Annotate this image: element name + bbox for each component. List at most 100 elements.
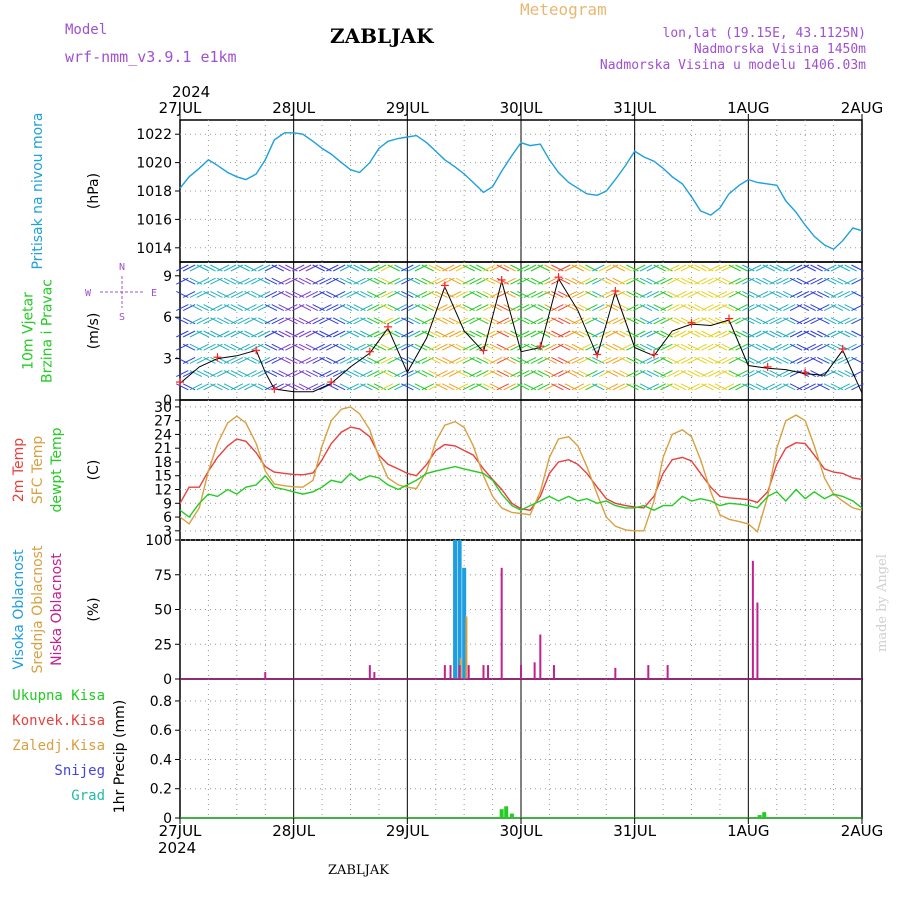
y-tick-label: 1022 — [136, 127, 172, 143]
wind-barb — [332, 370, 346, 378]
wind-barb — [742, 304, 755, 312]
wind-barb — [469, 370, 482, 378]
wind-barb — [605, 343, 619, 351]
wind-barb — [762, 383, 776, 391]
wind-barb — [367, 277, 380, 285]
wind-barb — [789, 290, 803, 298]
wind-barb — [810, 356, 823, 364]
y-axis-unit: (hPa) — [86, 173, 102, 209]
series-line-temp2m — [179, 426, 863, 511]
wind-barb — [605, 317, 619, 325]
wind-barb — [414, 330, 428, 338]
wind-barb — [598, 370, 612, 378]
wind-barb — [291, 317, 305, 325]
year-bottom: 2024 — [158, 839, 196, 857]
wind-barb — [551, 370, 564, 378]
wind-barb — [346, 356, 359, 364]
wind-barb — [639, 317, 653, 325]
wind-barb — [455, 330, 469, 338]
wind-barb — [319, 330, 332, 338]
wind-barb — [319, 343, 332, 351]
wind-barb — [482, 370, 496, 378]
wind-barb — [448, 277, 462, 285]
wind-barb — [489, 383, 503, 391]
wind-barb — [673, 277, 687, 285]
wind-barb — [612, 290, 625, 298]
wind-barb — [380, 383, 394, 391]
precip-legend-label: Konvek.Kisa — [12, 713, 105, 729]
wind-barb — [523, 277, 537, 285]
wind-barb — [353, 343, 366, 351]
wind-barb — [646, 290, 660, 298]
wind-barb — [251, 383, 264, 391]
wind-barb — [803, 290, 816, 298]
wind-barb — [244, 370, 257, 378]
wind-barb — [701, 356, 714, 364]
wind-barb — [667, 264, 680, 272]
wind-barb — [469, 277, 482, 285]
wind-barb — [332, 317, 346, 325]
wind-barb — [237, 264, 250, 272]
wind-barb — [469, 356, 482, 364]
wind-barb — [728, 343, 741, 351]
wind-barb — [394, 317, 407, 325]
wind-barb — [653, 356, 666, 364]
wind-barb — [735, 383, 748, 391]
wind-barb — [360, 383, 373, 391]
wind-barb — [237, 277, 250, 285]
wind-barb — [721, 330, 735, 338]
wind-barb — [373, 317, 387, 325]
wind-barb — [851, 383, 864, 391]
wind-barb — [660, 383, 673, 391]
wind-barb — [251, 304, 264, 312]
compass-label: N — [119, 262, 125, 273]
wind-barb — [796, 304, 810, 312]
wind-barb — [339, 356, 353, 364]
coords-text: lon,lat (19.15E, 43.1125N) — [663, 26, 867, 41]
wind-barb — [373, 356, 387, 364]
wind-barb — [251, 264, 264, 272]
bar-cloud_low — [458, 665, 461, 679]
wind-barb — [196, 277, 209, 285]
wind-barb — [462, 383, 475, 391]
wind-barb — [796, 317, 810, 325]
wind-barb — [769, 330, 782, 338]
wind-barb — [203, 330, 216, 338]
wind-barb — [803, 317, 816, 325]
wind-barb — [769, 370, 782, 378]
wind-barb — [414, 277, 428, 285]
wind-barb — [319, 304, 332, 312]
wind-barb — [844, 370, 857, 378]
wind-barb — [755, 290, 769, 298]
wind-barb — [442, 356, 455, 364]
wind-barb — [251, 330, 264, 338]
wind-barb — [810, 330, 823, 338]
wind-barb — [762, 356, 776, 364]
y-axis-title: Pritisak na nivou mora — [30, 112, 46, 269]
wind-barb — [510, 383, 523, 391]
wind-barb — [387, 304, 400, 312]
wind-barb — [796, 330, 810, 338]
wind-barb — [769, 356, 782, 364]
wind-barb — [503, 277, 516, 285]
wind-barb — [748, 330, 762, 338]
y-tick-label: 6 — [163, 510, 172, 526]
wind-barb — [530, 356, 544, 364]
wind-barb — [578, 356, 591, 364]
wind-barb — [387, 264, 400, 272]
precip-legend-label: Ukupna Kisa — [12, 688, 105, 704]
wind-barb — [448, 356, 462, 364]
wind-barb — [803, 330, 816, 338]
wind-barb — [830, 304, 844, 312]
y-tick-label: 15 — [154, 469, 172, 485]
wind-barb — [714, 290, 728, 298]
wind-barb — [489, 370, 503, 378]
wind-barb — [373, 370, 387, 378]
wind-barb — [632, 383, 646, 391]
wind-barb — [803, 356, 816, 364]
wind-barb — [189, 304, 203, 312]
wind-barb — [291, 383, 305, 391]
wind-barb — [257, 383, 271, 391]
wind-barb — [701, 370, 714, 378]
wind-barb — [742, 317, 755, 325]
